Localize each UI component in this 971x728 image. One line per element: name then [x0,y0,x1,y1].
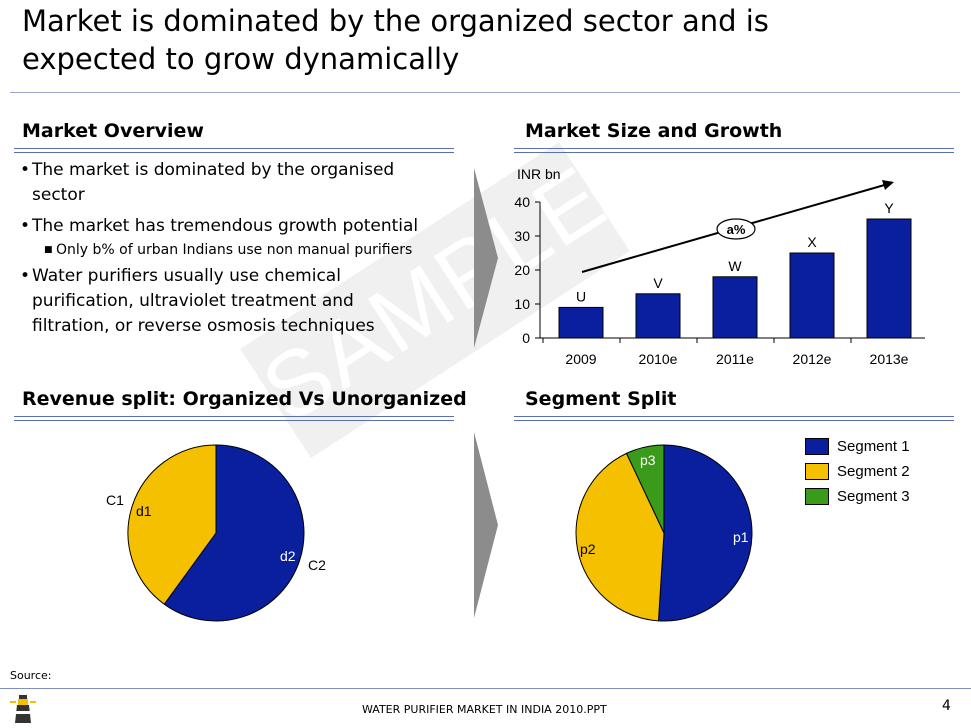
chevron-shape [474,432,498,618]
source-label: Source: [10,669,52,682]
bullet-item: • The market has tremendous growth poten… [20,214,460,239]
revenue-split-pie: C1 d1 d2 C2 [106,444,326,622]
slide-title: Market is dominated by the organized sec… [22,2,922,78]
segment-split-rule [514,416,954,421]
pie-label-p3: p3 [640,452,656,468]
y-tick-label: 10 [514,296,530,312]
x-tick-label: 2011e [716,351,754,367]
bullet-line: purification, ultraviolet treatment and [32,291,354,311]
sub-bullet-line: Only b% of urban Indians use non manual … [56,242,413,258]
market-overview-heading: Market Overview [22,120,204,142]
y-tick-label: 20 [514,262,530,278]
bullet-line: filtration, or reverse osmosis technique… [32,316,375,336]
bullet-line: sector [32,185,85,205]
chevron-shape [474,168,498,348]
pie-label-c2: C2 [308,557,326,573]
x-tick-label: 2009 [565,351,596,367]
segment-split-heading: Segment Split [525,388,677,410]
bar-data-label: Y [884,200,894,216]
market-size-heading: Market Size and Growth [525,120,783,142]
y-tick-label: 40 [514,194,530,210]
bar-data-label: V [653,275,663,291]
legend-label: Segment 2 [837,463,910,480]
growth-arrowhead-icon [882,180,894,190]
square-bullet-icon: ■ [44,245,53,255]
title-divider [10,92,960,93]
bullet-item: • The market is dominated by the organis… [20,158,460,208]
footer-divider [0,688,971,689]
growth-rate-label: a% [727,222,746,237]
pie-label-c1: C1 [106,492,124,508]
bullet-line: The market is dominated by the organised [32,160,395,180]
bullet-dot-icon: • [20,216,31,236]
bullet-line: Water purifiers usually use chemical [32,266,341,286]
legend-item: Segment 2 [805,459,910,484]
slide-title-line-1: Market is dominated by the organized sec… [22,4,769,38]
pie-label-d1: d1 [136,503,152,519]
bar [866,218,912,339]
pie-label-p1: p1 [733,529,749,545]
segment-split-pie: p3 p2 p1 [575,444,753,622]
bullet-item: • Water purifiers usually use chemical p… [20,264,460,339]
pie-slice [575,452,665,622]
bar-data-label: W [728,258,742,274]
slide-title-line-2: expected to grow dynamically [22,42,460,76]
pie-slice [625,444,665,534]
x-tick-label: 2013e [870,351,909,367]
pie-slice [127,444,217,605]
chevron-right-icon [474,432,498,618]
bullet-dot-icon: • [20,160,31,180]
pie-slice [657,444,753,622]
legend-label: Segment 3 [837,488,910,505]
pie-label-p2: p2 [580,541,596,557]
legend-swatch [805,488,829,505]
segment-legend: Segment 1 Segment 2 Segment 3 [805,434,910,509]
revenue-split-heading: Revenue split: Organized Vs Unorganized [22,388,467,410]
legend-swatch [805,438,829,455]
y-tick-label: 0 [522,330,530,346]
market-size-bar-chart: INR bn 0 10 20 30 40 U V W X Y 2009 2010e 2011e 201… [514,166,925,367]
bullet-line: The market has tremendous growth potenti… [32,216,419,236]
bar [558,306,604,339]
market-size-rule [514,148,954,153]
lighthouse-logo-icon [10,695,36,723]
bar-data-label: X [807,234,817,250]
growth-rate-bubble [716,218,756,240]
market-overview-rule [14,148,454,153]
y-tick-label: 30 [514,228,530,244]
bar-data-label: U [576,288,586,304]
page-number: 4 [942,698,951,714]
y-axis-unit-label: INR bn [517,166,561,182]
chevron-right-icon [474,168,498,348]
legend-swatch [805,463,829,480]
bar [712,276,758,339]
revenue-split-rule [14,416,454,421]
x-tick-label: 2010e [639,351,678,367]
legend-label: Segment 1 [837,438,910,455]
legend-item: Segment 3 [805,484,910,509]
bullet-dot-icon: • [20,266,31,286]
pie-slice [163,444,305,622]
overview-bullets: • The market is dominated by the organis… [20,158,460,339]
footer-text: WATER PURIFIER MARKET IN INDIA 2010.PPT [362,703,607,716]
bar [635,293,681,339]
legend-item: Segment 1 [805,434,910,459]
x-tick-label: 2012e [793,351,832,367]
pie-label-d2: d2 [280,548,296,564]
bar [789,252,835,339]
sub-bullet-item: ■ Only b% of urban Indians use non manua… [44,239,460,261]
